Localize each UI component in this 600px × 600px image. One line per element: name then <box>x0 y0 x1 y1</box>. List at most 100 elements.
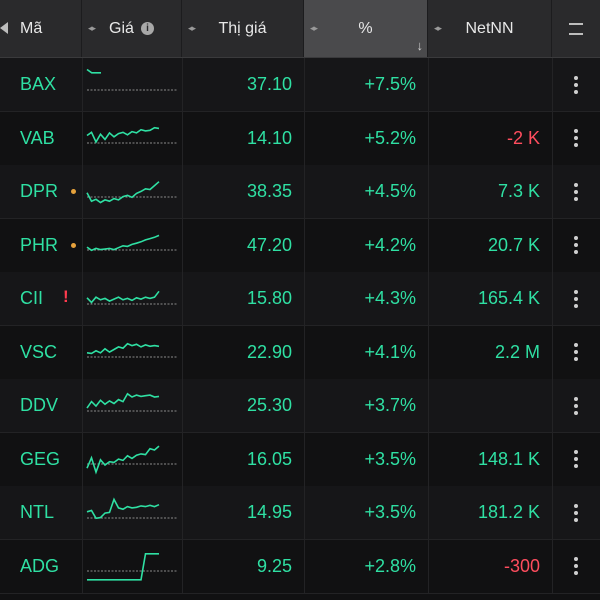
price-cell: 15.80 <box>182 272 304 325</box>
price-cell: 14.10 <box>182 112 304 165</box>
symbol-label: BAX <box>20 74 57 94</box>
row-more-button[interactable] <box>552 165 600 218</box>
info-icon[interactable]: i <box>140 22 154 35</box>
symbol-cell[interactable]: BAX <box>0 58 82 111</box>
netnn-cell: -2 K <box>428 112 552 165</box>
percent-value: +3.7% <box>364 395 416 415</box>
symbol-label: GEG <box>20 448 61 469</box>
sparkline-cell[interactable] <box>82 540 182 593</box>
sparkline-chart <box>86 234 177 252</box>
price-value: 14.10 <box>246 127 292 148</box>
symbol-cell[interactable]: ADG <box>0 540 82 593</box>
percent-value: +5.2% <box>364 127 416 148</box>
sparkline-chart <box>86 126 177 144</box>
percent-value: +7.5% <box>364 74 416 94</box>
sparkline-path <box>86 68 101 74</box>
symbol-cell[interactable]: CII <box>0 272 82 325</box>
price-value: 47.20 <box>246 234 292 255</box>
sparkline-cell[interactable] <box>82 272 182 325</box>
row-more-button[interactable] <box>552 272 600 325</box>
sparkline-cell[interactable] <box>82 486 182 539</box>
more-vertical-icon <box>574 289 578 308</box>
warning-dot-icon <box>71 189 76 194</box>
symbol-cell[interactable]: VSC <box>0 326 82 379</box>
table-row[interactable]: PHR 47.20 +4.2% 20.7 K <box>0 218 600 273</box>
percent-value: +4.5% <box>364 181 416 201</box>
symbol-cell[interactable]: GEG <box>0 433 82 486</box>
sparkline-cell[interactable] <box>82 433 182 486</box>
header-symbol-label: Mã <box>20 19 43 37</box>
row-more-button[interactable] <box>552 540 600 593</box>
percent-value: +3.5% <box>364 502 416 522</box>
header-pct[interactable]: ◂▸ % ↓ <box>304 0 428 57</box>
table-row[interactable]: NTL 14.95 +3.5% 181.2 K <box>0 486 600 540</box>
drag-handle-icon[interactable]: ◂▸ <box>310 23 318 33</box>
netnn-value: 165.4 K <box>477 288 540 308</box>
table-row[interactable]: BAX 37.10 +7.5% <box>0 58 600 112</box>
symbol-cell[interactable]: DDV <box>0 379 82 432</box>
netnn-cell: 20.7 K <box>428 219 552 272</box>
symbol-label: VSC <box>20 341 58 362</box>
symbol-cell[interactable]: PHR <box>0 219 82 272</box>
percent-value: +2.8% <box>364 555 416 576</box>
symbol-cell[interactable]: NTL <box>0 486 82 539</box>
header-spark[interactable]: ◂▸ Giá i <box>82 0 182 57</box>
price-cell: 22.90 <box>182 326 304 379</box>
table-row[interactable]: DPR 38.35 +4.5% 7.3 K <box>0 165 600 219</box>
row-more-button[interactable] <box>552 433 600 486</box>
alert-icon: ! <box>63 287 69 306</box>
sparkline-path <box>86 445 160 475</box>
drag-handle-icon[interactable]: ◂▸ <box>88 23 96 33</box>
table-row[interactable]: ADG 9.25 +2.8% -300 <box>0 539 600 594</box>
sparkline-cell[interactable] <box>82 165 182 218</box>
header-symbol[interactable]: Mã <box>0 0 82 57</box>
percent-value: +4.2% <box>364 234 416 255</box>
more-vertical-icon <box>574 343 578 361</box>
percent-cell: +3.7% <box>304 379 428 432</box>
table-row[interactable]: DDV 25.30 +3.7% <box>0 379 600 433</box>
column-menu-button[interactable] <box>552 0 600 57</box>
netnn-value: 148.1 K <box>477 448 540 469</box>
percent-cell: +3.5% <box>304 486 428 539</box>
netnn-value: 2.2 M <box>494 341 540 362</box>
sparkline-path <box>87 553 159 581</box>
table-row[interactable]: VSC 22.90 +4.1% 2.2 M <box>0 325 600 380</box>
row-more-button[interactable] <box>552 486 600 539</box>
more-vertical-icon <box>574 503 578 522</box>
drag-handle-icon[interactable]: ◂▸ <box>188 23 196 33</box>
sparkline-cell[interactable] <box>82 58 182 111</box>
sparkline-cell[interactable] <box>82 379 182 432</box>
netnn-cell: -300 <box>428 540 552 593</box>
table-row[interactable]: GEG 16.05 +3.5% 148.1 K <box>0 432 600 487</box>
collapse-left-icon[interactable] <box>0 22 8 34</box>
drag-handle-icon[interactable]: ◂▸ <box>434 23 442 33</box>
row-more-button[interactable] <box>552 219 600 272</box>
more-vertical-icon <box>574 557 578 575</box>
header-price[interactable]: ◂▸ Thị giá <box>182 0 304 57</box>
netnn-value: 7.3 K <box>497 181 540 201</box>
header-netnn[interactable]: ◂▸ NetNN <box>428 0 552 57</box>
symbol-label: CII <box>20 288 44 308</box>
more-vertical-icon <box>574 236 578 254</box>
row-more-button[interactable] <box>552 112 600 165</box>
warning-dot-icon <box>71 242 76 248</box>
symbol-cell[interactable]: VAB <box>0 112 82 165</box>
symbol-cell[interactable]: DPR <box>0 165 82 218</box>
netnn-cell <box>428 379 552 432</box>
row-more-button[interactable] <box>552 379 600 432</box>
percent-cell: +4.5% <box>304 165 428 218</box>
sparkline-cell[interactable] <box>82 219 182 272</box>
table-row[interactable]: VAB 14.10 +5.2% -2 K <box>0 111 600 166</box>
row-more-button[interactable] <box>552 326 600 379</box>
sparkline-chart <box>86 392 177 411</box>
percent-cell: +5.2% <box>304 112 428 165</box>
row-more-button[interactable] <box>552 58 600 111</box>
table-header: Mã ◂▸ Giá i ◂▸ Thị giá ◂▸ % ↓ ◂▸ NetNN <box>0 0 600 58</box>
table-row[interactable]: CII 15.80 +4.3% 165.4 K ! <box>0 272 600 326</box>
netnn-cell: 7.3 K <box>428 165 552 218</box>
sparkline-cell[interactable] <box>82 326 182 379</box>
price-value: 37.10 <box>246 74 292 94</box>
sparkline-path <box>86 180 160 203</box>
price-value: 16.05 <box>246 448 292 469</box>
sparkline-cell[interactable] <box>82 112 182 165</box>
